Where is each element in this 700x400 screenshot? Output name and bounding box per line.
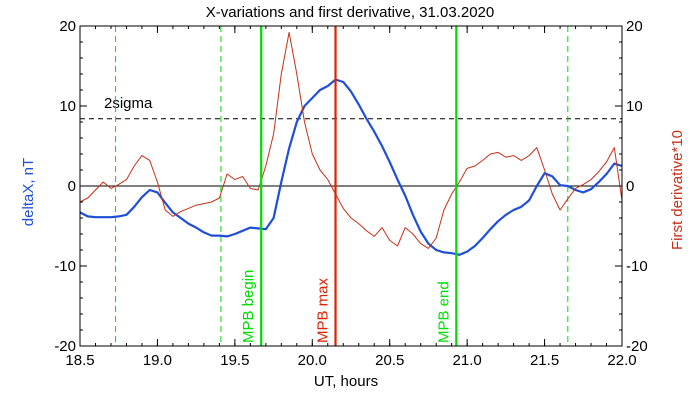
- x-tick-label: 18.5: [65, 352, 94, 369]
- marker-layer: MPB begin MPB max MPB end: [240, 26, 458, 346]
- y-tick-label-right: 20: [626, 18, 643, 35]
- x-tick-label: 19.5: [220, 352, 249, 369]
- marker-label-mpb-max: MPB max: [315, 277, 332, 343]
- x-tick-label: 20.0: [298, 352, 327, 369]
- x-tick-label: 22.0: [607, 352, 636, 369]
- y-axis-label-left: deltaX, nT: [20, 158, 37, 226]
- y-tick-label-left: 0: [68, 178, 76, 195]
- y-tick-label-left: -20: [54, 338, 76, 355]
- deltax-line: [79, 78, 623, 256]
- y-tick-label-right: 0: [626, 178, 634, 195]
- y-tick-label-right: -10: [626, 258, 648, 275]
- y-tick-label-left: 20: [59, 18, 76, 35]
- y-axis-label-right: First derivative*10: [669, 130, 686, 250]
- x-tick-label: 21.5: [530, 352, 559, 369]
- y-tick-label-right: -20: [626, 338, 648, 355]
- y-tick-label-left: 10: [59, 98, 76, 115]
- x-tick-label: 20.5: [375, 352, 404, 369]
- chart-title: X-variations and first derivative, 31.03…: [206, 4, 495, 21]
- marker-label-mpb-end: MPB end: [435, 281, 452, 343]
- axis-layer: 18.5 19.0 19.5 20.0 20.5 21.0 21.5 22.0-20 -20-1…: [54, 18, 647, 369]
- derivative-line: [79, 31, 623, 249]
- y-tick-label-right: 10: [626, 98, 643, 115]
- series-layer: [79, 31, 623, 256]
- marker-label-mpb-begin: MPB begin: [240, 270, 257, 343]
- x-tick-label: 21.0: [453, 352, 482, 369]
- x-axis-label: UT, hours: [314, 373, 378, 390]
- threshold-label: 2sigma: [104, 95, 153, 112]
- y-tick-label-left: -10: [54, 258, 76, 275]
- x-tick-label: 19.0: [143, 352, 172, 369]
